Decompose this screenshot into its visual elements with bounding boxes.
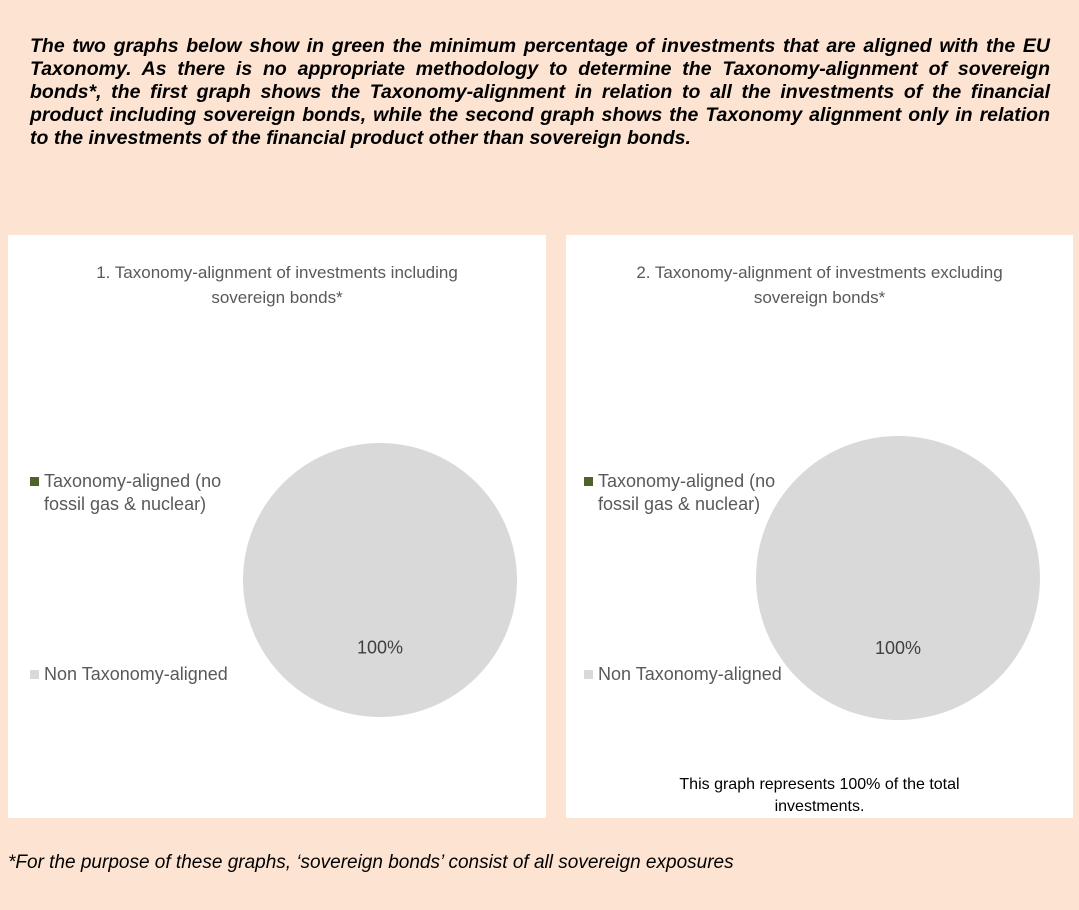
legend-item: Taxonomy-aligned (no fossil gas & nuclea… [584, 470, 808, 516]
legend-swatch [30, 670, 39, 679]
pie-slice [756, 436, 1040, 720]
footnote: *For the purpose of these graphs, ‘sover… [8, 852, 734, 873]
legend-label: Taxonomy-aligned (no fossil gas & nuclea… [598, 471, 776, 514]
pie: 100% [756, 436, 1040, 720]
legend-label: Non Taxonomy-aligned [598, 664, 782, 684]
legend-swatch [584, 670, 593, 679]
legend-item: Non Taxonomy-aligned [30, 663, 254, 686]
legend-label: Taxonomy-aligned (no fossil gas & nuclea… [44, 471, 222, 514]
chart-panel: 1. Taxonomy-alignment of investments inc… [8, 235, 546, 818]
value-label: 100% [875, 638, 921, 658]
chart-title: 1. Taxonomy-alignment of investments inc… [96, 263, 458, 307]
intro-text: The two graphs below show in green the m… [30, 35, 1050, 149]
legend-swatch [30, 477, 39, 486]
legend-item: Non Taxonomy-aligned [584, 663, 808, 686]
value-label: 100% [357, 637, 403, 657]
pie-slice [243, 443, 517, 717]
chart-panel: 2. Taxonomy-alignment of investments exc… [566, 235, 1073, 818]
legend-item: Taxonomy-aligned (no fossil gas & nuclea… [30, 470, 254, 516]
pie: 100% [243, 443, 517, 717]
legend-label: Non Taxonomy-aligned [44, 664, 228, 684]
legend-swatch [584, 477, 593, 486]
chart-note: This graph represents 100% of the total … [679, 776, 960, 815]
chart-title: 2. Taxonomy-alignment of investments exc… [636, 263, 1003, 307]
